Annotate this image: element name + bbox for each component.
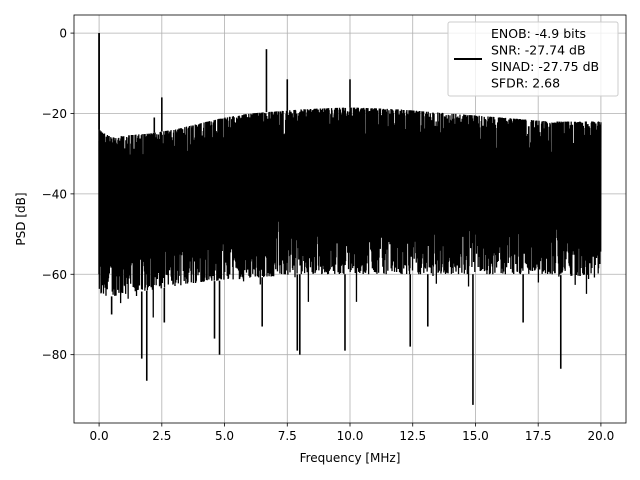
x-tick-label: 12.5: [399, 429, 426, 443]
y-tick-label: −60: [42, 268, 67, 282]
x-tick-label: 2.5: [152, 429, 171, 443]
y-tick-label: −20: [42, 107, 67, 121]
y-tick-label: −40: [42, 187, 67, 201]
x-axis-ticks: 0.0 2.5 5.0 7.5 10.0 12.5 15.0 17.5 20.0: [90, 423, 615, 443]
x-tick-label: 7.5: [278, 429, 297, 443]
x-tick-label: 0.0: [90, 429, 109, 443]
legend-entry-line: SINAD: -27.75 dB: [491, 59, 599, 74]
legend-entry-line: ENOB: -4.9 bits: [491, 26, 586, 41]
x-tick-label: 5.0: [215, 429, 234, 443]
x-tick-label: 20.0: [588, 429, 615, 443]
psd-series: [98, 33, 602, 405]
y-tick-label: 0: [59, 27, 67, 41]
x-tick-label: 15.0: [462, 429, 489, 443]
x-axis-label: Frequency [MHz]: [300, 451, 401, 465]
psd-trace: [98, 107, 602, 318]
y-tick-label: −80: [42, 348, 67, 362]
legend-entry-line: SFDR: 2.68: [491, 76, 560, 91]
plot-area: [98, 33, 602, 405]
x-tick-label: 10.0: [337, 429, 364, 443]
y-axis-ticks: 0 −20 −40 −60 −80: [42, 27, 74, 362]
y-axis-label: PSD [dB]: [14, 192, 28, 245]
x-tick-label: 17.5: [525, 429, 552, 443]
legend-entry-line: SNR: -27.74 dB: [491, 43, 586, 58]
legend-box: [447, 21, 619, 97]
